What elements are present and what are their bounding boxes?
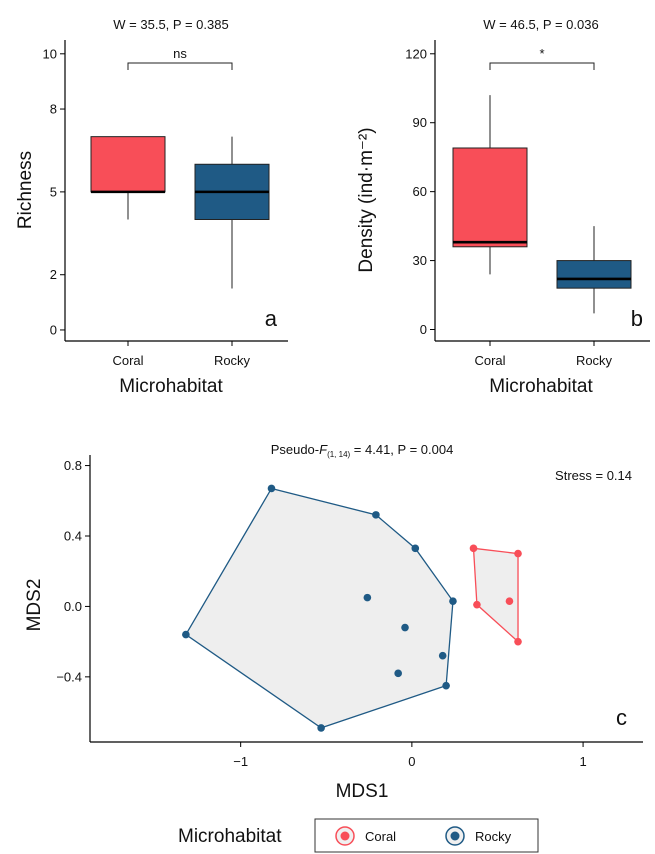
y-tick-label: 0 bbox=[420, 322, 427, 337]
y-tick-label: 0 bbox=[50, 322, 57, 337]
y-tick-label: 2 bbox=[50, 267, 57, 282]
x-tick-label: Coral bbox=[112, 353, 143, 368]
panel-c-xlabel: MDS1 bbox=[336, 781, 389, 802]
panel-a-xlabel: Microhabitat bbox=[119, 376, 223, 397]
panel-a-boxplot: W = 35.5, P = 0.385 0 2 5 8 10 Coral Rocky ns R… bbox=[15, 17, 288, 397]
y-tick-label: 0.8 bbox=[64, 458, 82, 473]
panel-b-xlabel: Microhabitat bbox=[489, 376, 593, 397]
panel-c-ylabel: MDS2 bbox=[24, 579, 45, 632]
panel-a-letter: a bbox=[265, 306, 278, 331]
y-tick-label: 0.0 bbox=[64, 599, 82, 614]
legend-title: Microhabitat bbox=[178, 826, 282, 847]
box-coral bbox=[452, 147, 528, 248]
x-tick-label: 1 bbox=[579, 754, 586, 769]
panel-b-ylabel: Density (ind·m⁻²) bbox=[356, 127, 377, 272]
panel-a-ylabel: Richness bbox=[15, 151, 36, 229]
box-rocky bbox=[556, 260, 632, 289]
legend-label-coral: Coral bbox=[365, 829, 396, 844]
y-tick-label: 10 bbox=[43, 46, 57, 61]
y-tick-label: 60 bbox=[413, 184, 427, 199]
panel-c-stress: Stress = 0.14 bbox=[555, 468, 632, 483]
y-tick-label: 8 bbox=[50, 102, 57, 117]
x-tick-label: Rocky bbox=[214, 353, 251, 368]
panel-a-stat-title: W = 35.5, P = 0.385 bbox=[113, 17, 228, 32]
box-coral bbox=[90, 136, 166, 193]
panel-b-boxplot: W = 46.5, P = 0.036 0 30 60 90 120 Coral Rocky… bbox=[356, 17, 650, 397]
significance-label: ns bbox=[173, 46, 187, 61]
point-coral bbox=[514, 549, 522, 558]
y-tick-label: 30 bbox=[413, 253, 427, 268]
point-rocky bbox=[267, 484, 276, 493]
significance-label: * bbox=[539, 46, 544, 61]
x-tick-label: Rocky bbox=[576, 353, 613, 368]
panel-b-letter: b bbox=[631, 306, 643, 331]
legend-key-rocky-dot bbox=[450, 831, 460, 841]
significance-bracket bbox=[127, 62, 233, 70]
point-rocky bbox=[449, 597, 457, 605]
panel-b-stat-title: W = 46.5, P = 0.036 bbox=[483, 17, 598, 32]
panel-c-nmds: Pseudo-F(1, 14) = 4.41, P = 0.004 Stress… bbox=[24, 442, 643, 802]
y-tick-label: 5 bbox=[50, 184, 57, 199]
y-tick-label: 90 bbox=[413, 115, 427, 130]
point-rocky bbox=[411, 544, 420, 553]
point-coral bbox=[505, 597, 514, 605]
y-tick-label: 0.4 bbox=[64, 528, 82, 543]
point-coral bbox=[473, 600, 481, 609]
x-tick-label: Coral bbox=[474, 353, 505, 368]
panel-c-letter: c bbox=[616, 705, 627, 730]
point-rocky bbox=[363, 593, 372, 602]
point-rocky bbox=[442, 681, 450, 690]
panel-c-stat-title: Pseudo-F(1, 14) = 4.41, P = 0.004 bbox=[271, 442, 454, 459]
x-tick-label: −1 bbox=[233, 754, 248, 769]
y-tick-label: 120 bbox=[405, 46, 427, 61]
point-rocky bbox=[372, 511, 380, 519]
hull-rocky bbox=[185, 487, 454, 729]
y-tick-label: −0.4 bbox=[56, 669, 82, 684]
point-rocky bbox=[394, 669, 402, 678]
point-rocky bbox=[182, 630, 190, 639]
point-coral bbox=[469, 544, 478, 553]
legend-label-rocky: Rocky bbox=[475, 829, 512, 844]
point-coral bbox=[514, 637, 522, 646]
point-rocky bbox=[438, 651, 447, 660]
point-rocky bbox=[401, 623, 409, 632]
legend: Microhabitat Coral Rocky bbox=[178, 818, 539, 853]
significance-bracket bbox=[489, 62, 595, 70]
point-rocky bbox=[317, 724, 325, 732]
hull-coral bbox=[472, 547, 519, 644]
x-tick-label: 0 bbox=[408, 754, 415, 769]
legend-key-coral-dot bbox=[340, 831, 350, 841]
